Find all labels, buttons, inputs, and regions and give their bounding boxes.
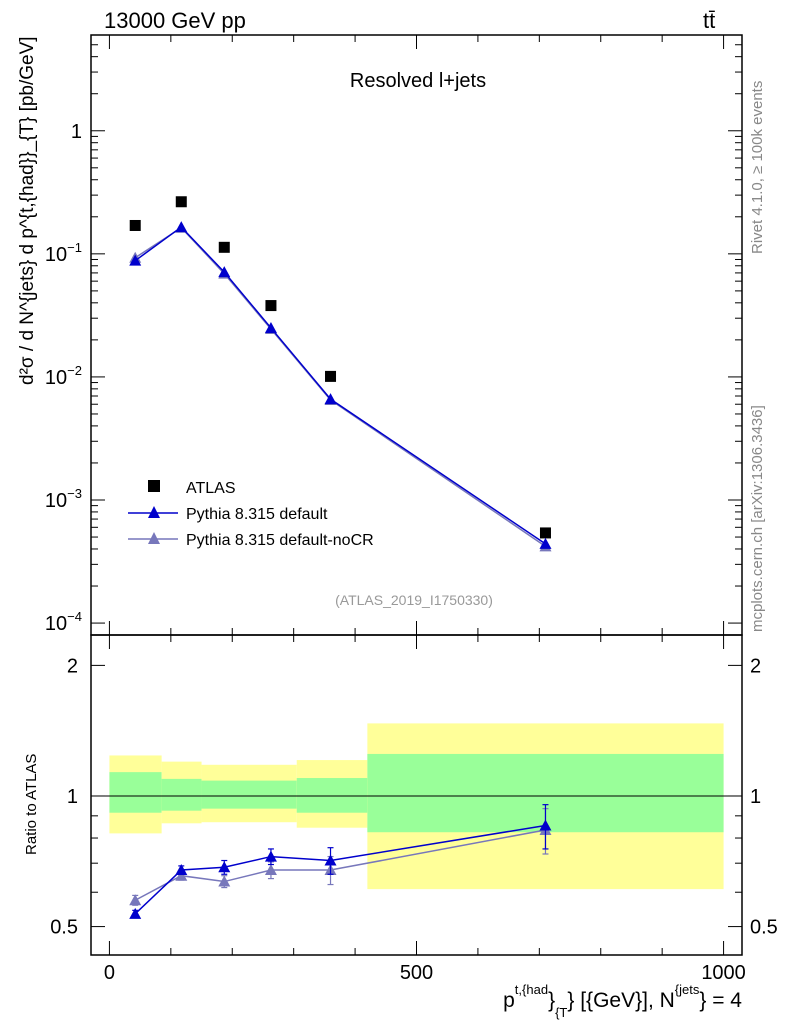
legend-nocr-marker	[148, 532, 160, 544]
mc-point	[218, 266, 231, 278]
ratio-point	[264, 864, 277, 876]
legend-atlas-marker	[148, 480, 160, 492]
ratio-point	[264, 850, 277, 862]
y-tick-label: 10−2	[45, 363, 82, 389]
ratio-point	[175, 869, 188, 881]
energy-label: 13000 GeV pp	[104, 8, 246, 33]
ratio-point	[218, 875, 231, 887]
mc-point	[129, 254, 142, 266]
mc-point	[175, 221, 188, 233]
y-tick-label: 1	[71, 121, 82, 143]
ratio-y-tick-label-right: 1	[750, 786, 761, 808]
y-tick-label: 10−1	[45, 240, 82, 266]
ratio-plot: 0 500 1000 0.5 0.5 1 1 2 2 Ratio to ATLAS	[23, 634, 778, 984]
atlas-point	[325, 370, 337, 382]
x-tick-label: 500	[400, 962, 433, 984]
x-tick-label: 0	[104, 962, 115, 984]
ratio-point	[129, 907, 142, 919]
mc-line	[134, 226, 546, 545]
ratio-point	[324, 854, 337, 866]
legend-atlas-label: ATLAS	[186, 480, 236, 497]
main-y-axis-label: d²σ / d N^{jets} d p^{t,{had}}_{T} [pb/G…	[17, 36, 38, 385]
ratio-y-tick-label: 2	[67, 655, 78, 677]
ratio-point	[175, 864, 188, 876]
x-tick-label: 1000	[701, 962, 746, 984]
ratio-y-tick-label-right: 0.5	[750, 917, 778, 939]
y-tick-label: 10−3	[45, 486, 82, 512]
ratio-y-tick-label-right: 2	[750, 655, 761, 677]
atlas-point	[218, 241, 230, 253]
legend: ATLAS Pythia 8.315 default Pythia 8.315 …	[128, 480, 374, 549]
mcplots-label: mcplots.cern.ch [arXiv:1306.3436]	[749, 405, 766, 632]
mc-line	[134, 226, 546, 547]
mc-point	[324, 393, 337, 405]
ratio-point	[539, 819, 552, 831]
legend-default-label: Pythia 8.315 default	[186, 506, 328, 523]
stat-band	[201, 780, 297, 809]
analysis-id: (ATLAS_2019_I1750330)	[335, 592, 493, 608]
atlas-point	[539, 527, 551, 539]
rivet-label: Rivet 4.1.0, ≥ 100k events	[749, 81, 766, 254]
ratio-y-axis-label: Ratio to ATLAS	[23, 754, 40, 855]
ratio-line	[134, 829, 546, 901]
stat-band	[109, 772, 162, 813]
ratio-line	[134, 824, 546, 915]
legend-default-marker	[148, 506, 160, 518]
stat-band	[161, 778, 202, 811]
ratio-y-tick-label: 0.5	[50, 917, 78, 939]
process-label: tt̄	[703, 8, 715, 33]
stat-band	[296, 778, 368, 813]
y-tick-label: 10−4	[45, 609, 82, 635]
main-plot-title: Resolved l+jets	[350, 70, 486, 92]
ratio-y-tick-label: 1	[67, 786, 78, 808]
atlas-point	[265, 300, 277, 312]
mc-point	[264, 321, 277, 333]
legend-nocr-label: Pythia 8.315 default-noCR	[186, 532, 374, 549]
ratio-point	[218, 861, 231, 873]
atlas-point	[129, 219, 141, 231]
atlas-point	[175, 196, 187, 208]
mc-point	[539, 537, 552, 549]
ratio-point	[129, 894, 142, 906]
main-plot: 10−4 10−3 10−2 10−1 1 Resolved l+jets (ATLAS…	[17, 34, 743, 636]
x-axis-label: pt,{had}{T} [{GeV}], N{jets} = 4	[503, 982, 742, 1020]
